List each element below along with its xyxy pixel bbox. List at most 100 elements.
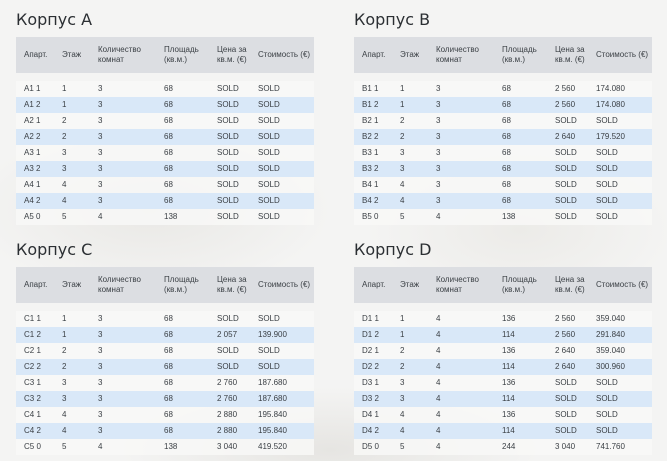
area-cell: 68 <box>156 343 209 359</box>
apartment-cell: A3 2 <box>16 161 54 177</box>
price-sqm-cell: 2 760 <box>209 375 250 391</box>
floor-cell: 2 <box>54 129 90 145</box>
table-row: D4 1 4 4 136 SOLD SOLD <box>354 407 652 423</box>
apartment-cell: D4 2 <box>354 423 392 439</box>
rooms-cell: 4 <box>428 311 494 327</box>
cost-cell: SOLD <box>588 161 652 177</box>
floor-cell: 2 <box>392 343 428 359</box>
cost-cell: 359.040 <box>588 343 652 359</box>
table-row: C3 2 3 3 68 2 760 187.680 <box>16 391 314 407</box>
apartment-cell: C4 1 <box>16 407 54 423</box>
floor-cell: 2 <box>54 113 90 129</box>
floor-cell: 3 <box>392 161 428 177</box>
cost-cell: SOLD <box>250 145 314 161</box>
table-row: C2 2 2 3 68 SOLD SOLD <box>16 359 314 375</box>
floor-cell: 4 <box>54 423 90 439</box>
rooms-cell: 4 <box>428 407 494 423</box>
price-sqm-cell: 2 560 <box>547 81 588 97</box>
area-cell: 136 <box>494 407 547 423</box>
rooms-cell: 4 <box>428 423 494 439</box>
apartment-cell: A4 1 <box>16 177 54 193</box>
col-floor-header: Этаж <box>392 37 428 73</box>
rooms-cell: 3 <box>90 97 156 113</box>
apartment-cell: A4 2 <box>16 193 54 209</box>
cost-cell: SOLD <box>250 177 314 193</box>
col-apartment-header: Апарт. <box>354 37 392 73</box>
rooms-cell: 4 <box>428 209 494 225</box>
area-cell: 68 <box>156 359 209 375</box>
price-sqm-cell: 2 640 <box>547 129 588 145</box>
apartment-cell: A2 2 <box>16 129 54 145</box>
block-title: Корпус D <box>354 240 432 259</box>
area-cell: 68 <box>156 145 209 161</box>
floor-cell: 1 <box>54 81 90 97</box>
price-sqm-cell: SOLD <box>209 145 250 161</box>
area-cell: 244 <box>494 439 547 455</box>
rooms-cell: 3 <box>90 311 156 327</box>
area-cell: 114 <box>494 391 547 407</box>
price-sqm-cell: SOLD <box>209 97 250 113</box>
floor-cell: 3 <box>54 145 90 161</box>
price-sqm-cell: 2 640 <box>547 359 588 375</box>
block-b: Корпус B Апарт. Этаж Количество комнат П… <box>354 9 652 225</box>
cost-cell: 139.900 <box>250 327 314 343</box>
price-sqm-cell: SOLD <box>547 423 588 439</box>
col-price-sqm-header: Цена за кв.м. (€) <box>209 267 250 303</box>
apartment-cell: D4 1 <box>354 407 392 423</box>
apartment-cell: B2 1 <box>354 113 392 129</box>
cost-cell: 187.680 <box>250 375 314 391</box>
table-row: B2 1 2 3 68 SOLD SOLD <box>354 113 652 129</box>
apartment-cell: A1 2 <box>16 97 54 113</box>
apartment-cell: B3 2 <box>354 161 392 177</box>
price-sqm-cell: SOLD <box>209 193 250 209</box>
table-row: D5 0 5 4 244 3 040 741.760 <box>354 439 652 455</box>
table-row: C4 2 4 3 68 2 880 195.840 <box>16 423 314 439</box>
price-sqm-cell: SOLD <box>209 359 250 375</box>
floor-cell: 4 <box>392 407 428 423</box>
cost-cell: SOLD <box>250 193 314 209</box>
floor-cell: 5 <box>392 439 428 455</box>
rooms-cell: 4 <box>428 359 494 375</box>
cost-cell: SOLD <box>250 161 314 177</box>
col-apartment-header: Апарт. <box>16 267 54 303</box>
apartment-cell: D3 2 <box>354 391 392 407</box>
cost-cell: SOLD <box>250 97 314 113</box>
area-cell: 68 <box>156 423 209 439</box>
floor-cell: 1 <box>54 311 90 327</box>
table-row: A1 1 1 3 68 SOLD SOLD <box>16 81 314 97</box>
rooms-cell: 3 <box>90 327 156 343</box>
block-d: Корпус D Апарт. Этаж Количество комнат П… <box>354 239 652 455</box>
floor-cell: 1 <box>392 81 428 97</box>
floor-cell: 4 <box>392 177 428 193</box>
apartment-cell: B4 2 <box>354 193 392 209</box>
price-sqm-cell: SOLD <box>209 343 250 359</box>
floor-cell: 4 <box>54 407 90 423</box>
col-rooms-header: Количество комнат <box>428 267 494 303</box>
rooms-cell: 3 <box>90 359 156 375</box>
apartment-cell: C2 2 <box>16 359 54 375</box>
rooms-cell: 3 <box>428 129 494 145</box>
apartment-cell: A5 0 <box>16 209 54 225</box>
table-row: C1 1 1 3 68 SOLD SOLD <box>16 311 314 327</box>
rooms-cell: 4 <box>428 343 494 359</box>
floor-cell: 5 <box>392 209 428 225</box>
price-sqm-cell: 2 760 <box>209 391 250 407</box>
rooms-cell: 3 <box>428 145 494 161</box>
price-sqm-cell: 2 560 <box>547 327 588 343</box>
table-row: B1 2 1 3 68 2 560 174.080 <box>354 97 652 113</box>
price-sqm-cell: SOLD <box>209 81 250 97</box>
table-row: B3 1 3 3 68 SOLD SOLD <box>354 145 652 161</box>
cost-cell: SOLD <box>250 343 314 359</box>
block-title: Корпус A <box>16 10 93 29</box>
cost-cell: 300.960 <box>588 359 652 375</box>
price-sqm-cell: SOLD <box>547 145 588 161</box>
price-sqm-cell: SOLD <box>547 209 588 225</box>
cost-cell: SOLD <box>250 81 314 97</box>
price-sqm-cell: 3 040 <box>547 439 588 455</box>
price-sqm-cell: SOLD <box>547 113 588 129</box>
area-cell: 68 <box>156 311 209 327</box>
table-row: D2 1 2 4 136 2 640 359.040 <box>354 343 652 359</box>
area-cell: 68 <box>156 97 209 113</box>
col-floor-header: Этаж <box>54 267 90 303</box>
cost-cell: SOLD <box>250 209 314 225</box>
